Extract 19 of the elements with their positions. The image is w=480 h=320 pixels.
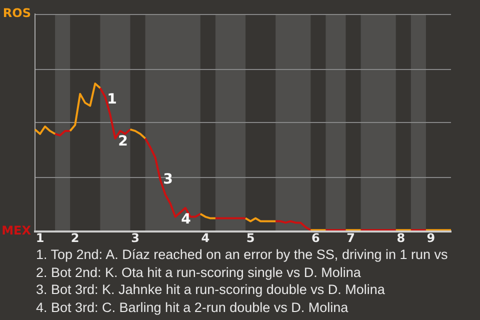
text: MEX [2, 224, 32, 238]
x-tick-label: 7 [346, 230, 355, 245]
text: 1. Top 2nd: A. Díaz reached on an error by the SS, driving in 1 run vs [36, 246, 449, 264]
text: ROS [2, 6, 31, 20]
x-tick-label: 5 [246, 230, 255, 245]
text: 3. Bot 3rd: K. Jahnke hit a run-scoring double vs D. Molina [36, 281, 386, 298]
text: 2. Bot 2nd: K. Ota hit a run-scoring single vs D. Molina [36, 264, 362, 281]
annotation: 4 [181, 212, 192, 228]
annotation: 1 [107, 92, 117, 108]
x-tick-label: 4 [201, 230, 210, 245]
x-tick-label: 9 [426, 230, 436, 245]
text: 4. Bot 3rd: C. Barling hit a 2-run double vs D. Molina [36, 298, 350, 316]
x-tick-label: 8 [396, 230, 406, 245]
x-tick-label: 2 [70, 230, 80, 245]
x-tick-label: 1 [36, 230, 44, 245]
x-tick-label: 3 [131, 230, 140, 245]
x-tick-label: 6 [311, 230, 320, 245]
annotation: 3 [163, 172, 173, 188]
annotation: 2 [118, 134, 128, 150]
